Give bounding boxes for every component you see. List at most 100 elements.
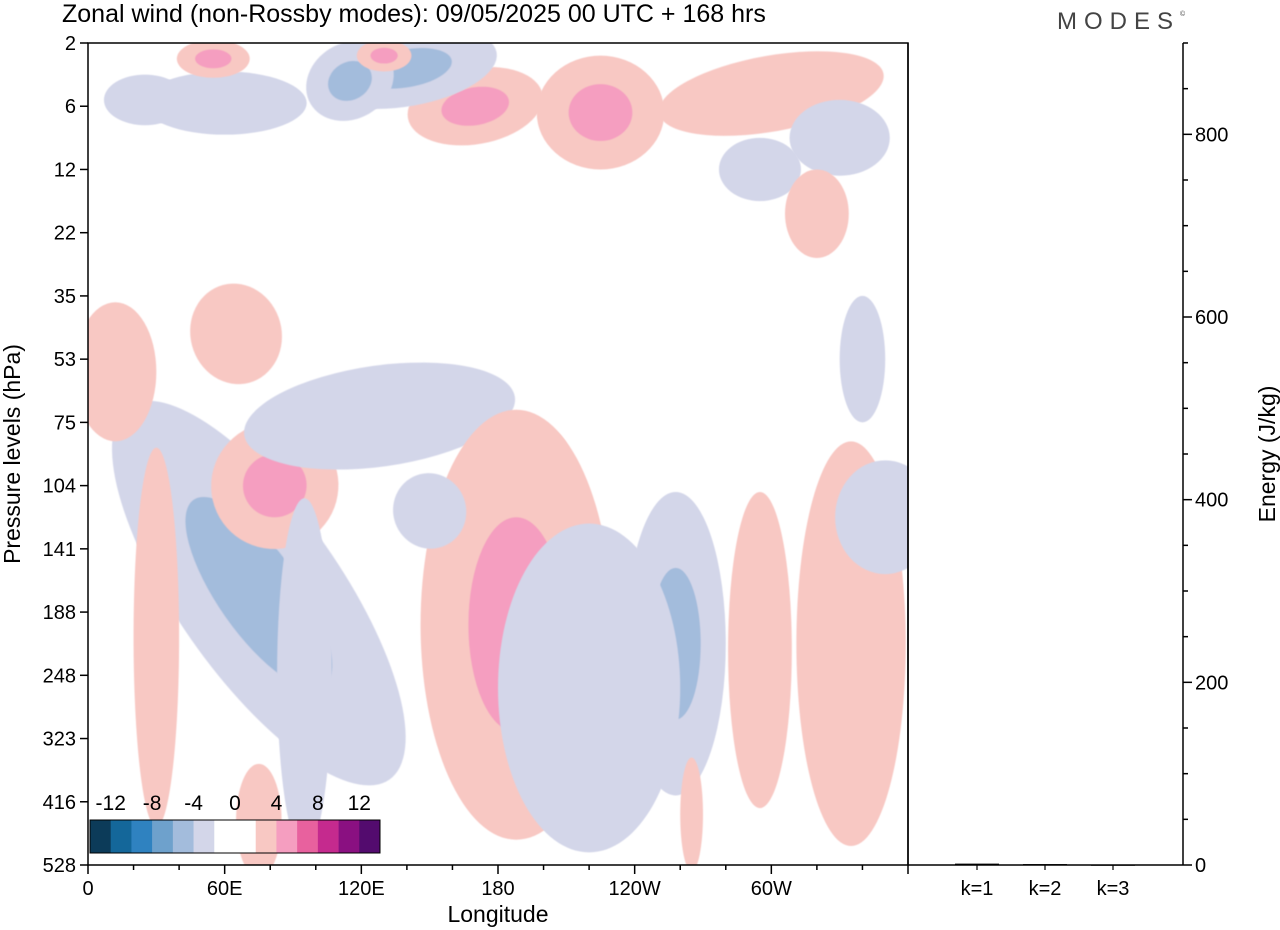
energy-tick-label: 200 (1195, 672, 1228, 694)
wind-anomaly-25 (103, 74, 186, 126)
wind-contour-band (785, 169, 849, 258)
wind-contour-band (393, 473, 467, 549)
x-axis: 0 60E 120E 180 120W 60W (82, 865, 909, 900)
colorbar-swatch (338, 820, 360, 853)
colorbar-swatch (193, 820, 215, 853)
wind-contour-band (142, 71, 307, 135)
wind-anomaly-37 (393, 473, 467, 549)
wind-contour-band (195, 49, 232, 69)
colorbar-frame (89, 819, 381, 854)
y-tick-label: 53 (54, 349, 76, 371)
colorbar-swatch (359, 820, 381, 853)
y-tick-label: 104 (43, 476, 76, 498)
wind-contour-band (103, 74, 186, 126)
wind-contour-band (718, 137, 801, 202)
energy-category-label: k=1 (961, 878, 994, 900)
wind-contour-band (835, 460, 908, 575)
colorbar-swatch (214, 820, 236, 853)
wind-anomaly-26 (176, 43, 250, 78)
y-axis-title: Pressure levels (hPa) (0, 344, 25, 564)
wind-contour-band (839, 295, 886, 423)
colorbar-label: 12 (348, 792, 371, 815)
x-tick-label: 120E (338, 878, 385, 900)
wind-contour-band (88, 302, 157, 442)
colorbar-label: -12 (96, 792, 126, 815)
wind-contour-band (497, 523, 681, 853)
colorbar-swatch (90, 820, 112, 853)
colorbar-swatch (297, 820, 319, 853)
x-tick-label: 60W (751, 878, 792, 900)
x-tick-label: 120W (609, 878, 661, 900)
energy-bar-k=1 (955, 863, 999, 865)
energy-category-label: k=3 (1097, 878, 1130, 900)
colorbar-swatch (255, 820, 277, 853)
colorbar-swatch (317, 820, 339, 853)
y-tick-label: 2 (65, 33, 76, 55)
wind-anomaly-27 (789, 99, 890, 176)
energy-panel: 0 200 400 600 800 k=1 k=2 k=3 (907, 42, 1228, 900)
energy-tick-label: 0 (1195, 855, 1206, 877)
wind-contour-band (244, 362, 516, 470)
energy-tick-label: 800 (1195, 124, 1228, 146)
colorbar: -12 -8 -4 0 4 8 12 (89, 792, 381, 854)
colorbar-label: 4 (271, 792, 283, 815)
energy-tick-label: 400 (1195, 490, 1228, 512)
y-tick-label: 35 (54, 286, 76, 308)
wind-anomaly-11 (497, 523, 681, 853)
colorbar-swatch (152, 820, 174, 853)
colorbar-swatch (172, 820, 194, 853)
wind-anomaly-15 (133, 447, 180, 828)
y-tick-label: 22 (54, 223, 76, 245)
energy-axis-title: Energy (J/kg) (1254, 386, 1280, 523)
wind-anomaly-28 (718, 137, 801, 202)
energy-category-label: k=2 (1029, 878, 1062, 900)
wind-contour-band (242, 453, 307, 518)
wind-anomaly-31 (88, 302, 157, 442)
colorbar-swatch (110, 820, 132, 853)
colorbar-label: 8 (312, 792, 324, 815)
y-tick-label: 248 (43, 665, 76, 687)
y-tick-label: 188 (43, 602, 76, 624)
y-axis: 2 6 12 22 35 53 75 104 141 188 248 323 416 528 (43, 33, 88, 877)
x-axis-title: Longitude (447, 901, 548, 927)
wind-contour-band (728, 491, 792, 809)
energy-tick-label: 600 (1195, 307, 1228, 329)
chart-title: Zonal wind (non-Rossby modes): 09/05/202… (62, 0, 766, 28)
wind-contour-band (789, 99, 890, 176)
wind-contour-band (441, 86, 510, 126)
wind-contour-band (277, 498, 332, 853)
wind-contour-band (680, 757, 703, 865)
modes-logo: MODES© (1057, 8, 1185, 36)
wind-anomaly-17 (536, 55, 665, 170)
y-tick-label: 416 (43, 792, 76, 814)
energy-bar-k=2 (1023, 864, 1067, 866)
wind-anomaly-35 (835, 460, 908, 575)
wind-anomaly-29 (785, 169, 849, 258)
x-tick-label: 60E (207, 878, 243, 900)
x-tick-label: 0 (82, 878, 93, 900)
y-tick-label: 141 (43, 539, 76, 561)
colorbar-label: -8 (143, 792, 162, 815)
y-tick-label: 528 (43, 855, 76, 877)
wind-anomaly-24 (142, 71, 307, 135)
y-tick-label: 6 (65, 96, 76, 118)
y-tick-label: 12 (54, 159, 76, 181)
logo-mark: © (1180, 11, 1186, 18)
heatmap-field (88, 43, 908, 865)
colorbar-label: -4 (184, 792, 203, 815)
wind-anomaly-33 (356, 43, 412, 72)
wind-contour-band (568, 84, 633, 142)
colorbar-swatch (276, 820, 298, 853)
wind-anomaly-5 (244, 362, 516, 470)
wind-anomaly-14 (728, 491, 792, 809)
wind-anomaly-34 (839, 295, 886, 423)
wind-anomaly-36 (277, 498, 332, 853)
colorbar-label: 0 (229, 792, 241, 815)
wind-anomaly-32 (190, 283, 282, 385)
wind-anomaly-39 (680, 757, 703, 865)
wind-contour-band (370, 47, 398, 64)
colorbar-swatch (131, 820, 153, 853)
wind-contour-band (328, 60, 372, 101)
colorbar-swatch (235, 820, 257, 853)
